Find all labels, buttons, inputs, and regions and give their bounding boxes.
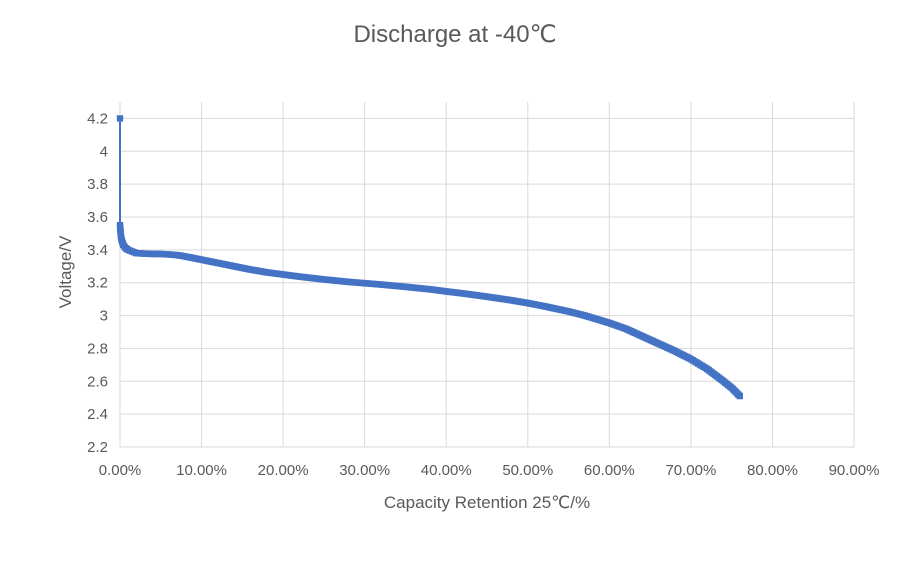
x-tick-label: 70.00% xyxy=(665,462,716,479)
x-tick-label: 20.00% xyxy=(258,462,309,479)
y-tick-label: 3 xyxy=(100,308,108,325)
y-axis-title: Voltage/V xyxy=(56,235,75,308)
data-point xyxy=(736,392,744,400)
y-tick-label: 2.6 xyxy=(87,373,108,390)
data-point xyxy=(116,115,124,122)
x-tick-label: 0.00% xyxy=(99,462,142,479)
y-tick-label: 3.8 xyxy=(87,176,108,193)
y-tick-label: 2.2 xyxy=(87,439,108,456)
x-tick-label: 80.00% xyxy=(747,462,798,479)
y-tick-label: 2.4 xyxy=(87,406,108,423)
x-tick-label: 60.00% xyxy=(584,462,635,479)
grid-lines xyxy=(119,102,855,448)
y-tick-label: 4.2 xyxy=(87,110,108,127)
y-tick-label: 3.2 xyxy=(87,275,108,292)
y-tick-label: 3.6 xyxy=(87,209,108,226)
data-series xyxy=(116,115,744,400)
x-tick-label: 40.00% xyxy=(421,462,472,479)
x-axis-title: Capacity Retention 25℃/% xyxy=(384,493,590,512)
x-tick-label: 90.00% xyxy=(829,462,880,479)
x-tick-label: 30.00% xyxy=(339,462,390,479)
x-tick-label: 10.00% xyxy=(176,462,227,479)
chart-title: Discharge at -40℃ xyxy=(353,21,556,48)
x-tick-label: 50.00% xyxy=(502,462,553,479)
y-tick-label: 3.4 xyxy=(87,242,108,259)
series-line xyxy=(119,118,741,397)
y-tick-label: 4 xyxy=(100,143,108,160)
tick-labels: 0.00% 10.00% 20.00% 30.00% 40.00% 50.00% 60.00… xyxy=(87,110,879,479)
y-tick-label: 2.8 xyxy=(87,340,108,357)
